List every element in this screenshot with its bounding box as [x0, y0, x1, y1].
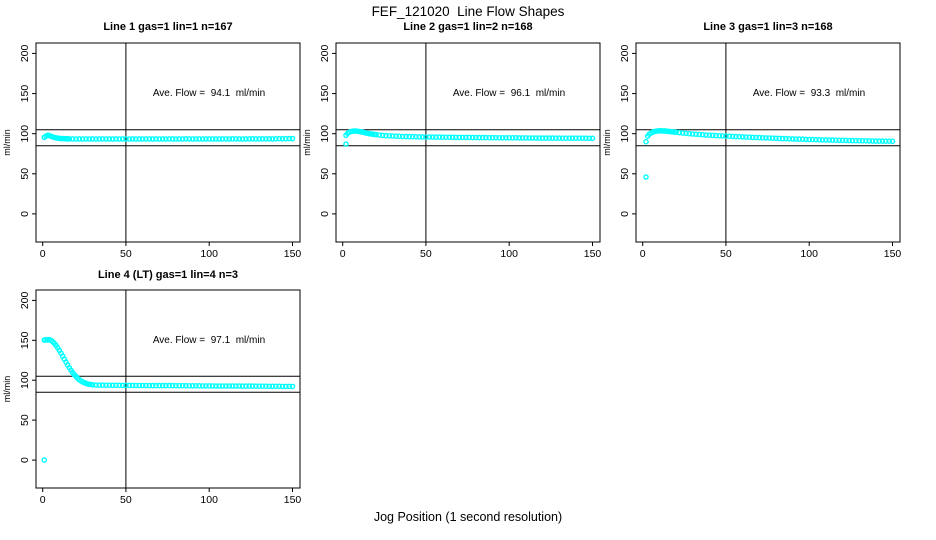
axes: 0 50 100 150 0 50 100 150 200 ml/min — [602, 42, 902, 260]
svg-text:150: 150 — [19, 331, 31, 349]
panel-1-annotation: Ave. Flow = 94.1 ml/min — [152, 88, 266, 99]
panel-4-title: Line 4 (LT) gas=1 lin=4 n=3 — [97, 269, 239, 281]
svg-text:0: 0 — [640, 248, 646, 260]
svg-text:50: 50 — [619, 168, 631, 180]
panel-4-plot: 0 50 100 150 0 50 100 150 200 ml/min — [2, 289, 301, 506]
data-points — [41, 336, 296, 463]
svg-text:0: 0 — [619, 211, 631, 217]
svg-text:0: 0 — [340, 248, 346, 260]
svg-text:100: 100 — [19, 371, 31, 389]
svg-text:100: 100 — [200, 494, 218, 506]
panel-2-plot: 0 50 100 150 0 50 100 150 200 ml/min — [302, 42, 601, 260]
reference-lines — [636, 43, 900, 242]
figure-x-label: Jog Position (1 second resolution) — [373, 510, 563, 524]
panel-2-title: Line 2 gas=1 lin=2 n=168 — [403, 21, 533, 33]
svg-text:100: 100 — [19, 125, 31, 143]
svg-text:200: 200 — [619, 44, 631, 62]
svg-text:0: 0 — [319, 211, 331, 217]
svg-text:50: 50 — [19, 414, 31, 426]
svg-text:150: 150 — [319, 85, 331, 103]
svg-text:150: 150 — [284, 248, 302, 260]
svg-text:50: 50 — [420, 248, 432, 260]
svg-text:200: 200 — [19, 291, 31, 309]
panel-4-annotation: Ave. Flow = 97.1 ml/min — [152, 335, 266, 346]
svg-text:150: 150 — [884, 248, 902, 260]
svg-text:200: 200 — [319, 44, 331, 62]
data-points — [41, 132, 296, 142]
svg-text:0: 0 — [40, 248, 46, 260]
svg-text:50: 50 — [720, 248, 732, 260]
axes: 0 50 100 150 0 50 100 150 200 ml/min — [2, 42, 302, 260]
svg-text:100: 100 — [619, 125, 631, 143]
svg-text:ml/min: ml/min — [602, 129, 612, 156]
data-points — [643, 128, 896, 180]
axes: 0 50 100 150 0 50 100 150 200 ml/min — [302, 42, 602, 260]
svg-text:50: 50 — [120, 248, 132, 260]
data-points — [343, 128, 596, 147]
svg-text:100: 100 — [500, 248, 518, 260]
svg-text:100: 100 — [319, 125, 331, 143]
svg-text:100: 100 — [200, 248, 218, 260]
svg-text:0: 0 — [40, 494, 46, 506]
panel-1-plot: 0 50 100 150 0 50 100 150 200 ml/min — [2, 42, 301, 260]
svg-text:200: 200 — [19, 44, 31, 62]
panel-1-title: Line 1 gas=1 lin=1 n=167 — [103, 21, 233, 33]
svg-text:0: 0 — [19, 211, 31, 217]
panel-3-annotation: Ave. Flow = 93.3 ml/min — [752, 88, 866, 99]
axes: 0 50 100 150 0 50 100 150 200 ml/min — [2, 289, 302, 506]
reference-lines — [336, 43, 600, 242]
svg-text:50: 50 — [319, 168, 331, 180]
svg-text:150: 150 — [19, 85, 31, 103]
svg-text:0: 0 — [19, 457, 31, 463]
figure-title: FEF_121020 Line Flow Shapes — [371, 4, 565, 19]
panel-2-annotation: Ave. Flow = 96.1 ml/min — [452, 88, 566, 99]
svg-text:150: 150 — [284, 494, 302, 506]
panel-3-plot: 0 50 100 150 0 50 100 150 200 ml/min — [602, 42, 901, 260]
reference-lines — [36, 43, 300, 242]
reference-lines — [36, 290, 300, 488]
svg-text:50: 50 — [19, 168, 31, 180]
panel-3-title: Line 3 gas=1 lin=3 n=168 — [703, 21, 833, 33]
svg-text:100: 100 — [800, 248, 818, 260]
svg-text:ml/min: ml/min — [2, 129, 12, 156]
svg-text:ml/min: ml/min — [2, 376, 12, 403]
svg-text:150: 150 — [619, 85, 631, 103]
svg-text:150: 150 — [584, 248, 602, 260]
svg-text:50: 50 — [120, 494, 132, 506]
svg-text:ml/min: ml/min — [302, 129, 312, 156]
